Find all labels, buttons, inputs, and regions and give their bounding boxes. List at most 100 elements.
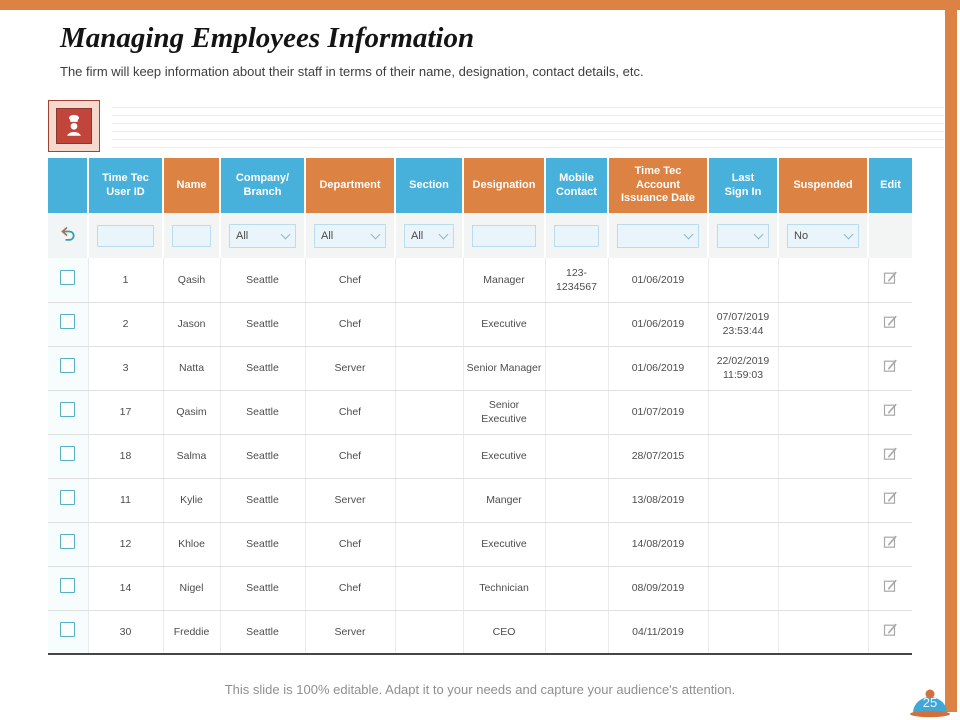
cell-department: Chef bbox=[304, 522, 395, 567]
edit-button[interactable] bbox=[883, 402, 898, 417]
cell-company: Seattle bbox=[219, 346, 305, 391]
cell-select bbox=[48, 610, 88, 655]
right-accent-bar bbox=[945, 0, 957, 712]
edit-button[interactable] bbox=[883, 270, 898, 285]
reset-filters-button[interactable] bbox=[57, 224, 78, 244]
cell-suspended bbox=[777, 434, 868, 479]
cell-select bbox=[48, 434, 88, 479]
cell-select bbox=[48, 478, 88, 523]
filter-select-section[interactable]: All bbox=[404, 223, 454, 248]
row-checkbox[interactable] bbox=[60, 490, 76, 506]
edit-button[interactable] bbox=[883, 578, 898, 593]
filter-cell-reset bbox=[48, 213, 88, 258]
filter-cell-department: All bbox=[304, 213, 395, 258]
row-checkbox[interactable] bbox=[60, 270, 76, 286]
column-header-company: Company/ Branch bbox=[219, 158, 305, 213]
table-row: 17 Qasim Seattle Chef Senior Executive 01/07/… bbox=[48, 390, 912, 435]
cell-suspended bbox=[777, 390, 868, 435]
row-checkbox[interactable] bbox=[60, 358, 76, 374]
row-checkbox[interactable] bbox=[60, 446, 76, 462]
top-accent-bar bbox=[0, 0, 960, 10]
row-checkbox[interactable] bbox=[60, 622, 76, 638]
cell-designation: Senior Executive bbox=[462, 390, 545, 435]
table-row: 30 Freddie Seattle Server CEO 04/11/2019 bbox=[48, 610, 912, 655]
cell-designation: Manager bbox=[462, 258, 545, 303]
filter-select-value: All bbox=[411, 229, 424, 242]
cell-department: Chef bbox=[304, 302, 395, 347]
cell-issuance_date: 01/06/2019 bbox=[607, 302, 708, 347]
filter-input-user_id[interactable] bbox=[97, 224, 154, 247]
cell-last_sign_in bbox=[707, 478, 778, 523]
cell-issuance_date: 28/07/2015 bbox=[607, 434, 708, 479]
table-filter-row: All All All No bbox=[48, 213, 912, 258]
edit-pencil-icon bbox=[883, 360, 897, 373]
cell-designation: Manger bbox=[462, 478, 545, 523]
cell-section bbox=[394, 566, 463, 611]
cell-name: Qasim bbox=[162, 390, 220, 435]
edit-pencil-icon bbox=[883, 448, 897, 461]
filter-select-last_sign_in[interactable] bbox=[717, 223, 769, 248]
cell-last_sign_in bbox=[707, 258, 778, 303]
cell-last_sign_in bbox=[707, 434, 778, 479]
cell-mobile bbox=[544, 346, 608, 391]
cell-select bbox=[48, 566, 88, 611]
cell-select bbox=[48, 522, 88, 567]
page-number-badge: 25 bbox=[908, 676, 952, 718]
filter-select-suspended[interactable]: No bbox=[787, 223, 859, 248]
row-checkbox[interactable] bbox=[60, 534, 76, 550]
edit-button[interactable] bbox=[883, 622, 898, 637]
filter-select-issuance_date[interactable] bbox=[617, 223, 699, 248]
cell-company: Seattle bbox=[219, 610, 305, 655]
column-header-edit: Edit bbox=[867, 158, 912, 213]
cell-edit bbox=[867, 346, 912, 391]
cell-last_sign_in: 22/02/2019 11:59:03 bbox=[707, 346, 778, 391]
cell-section bbox=[394, 434, 463, 479]
cell-name: Qasih bbox=[162, 258, 220, 303]
filter-input-designation[interactable] bbox=[472, 224, 536, 247]
column-header-designation: Designation bbox=[462, 158, 545, 213]
cell-suspended bbox=[777, 478, 868, 523]
cell-select bbox=[48, 302, 88, 347]
table-row: 14 Nigel Seattle Chef Technician 08/09/2019 bbox=[48, 566, 912, 611]
cell-name: Jason bbox=[162, 302, 220, 347]
cell-edit bbox=[867, 566, 912, 611]
cell-suspended bbox=[777, 522, 868, 567]
row-checkbox[interactable] bbox=[60, 578, 76, 594]
edit-button[interactable] bbox=[883, 358, 898, 373]
cell-suspended bbox=[777, 302, 868, 347]
column-header-mobile: Mobile Contact bbox=[544, 158, 608, 213]
cell-designation: Technician bbox=[462, 566, 545, 611]
filter-cell-user_id bbox=[87, 213, 163, 258]
filter-select-department[interactable]: All bbox=[314, 223, 386, 248]
column-header-section: Section bbox=[394, 158, 463, 213]
cell-mobile bbox=[544, 434, 608, 479]
column-header-select bbox=[48, 158, 88, 213]
filter-cell-last_sign_in bbox=[707, 213, 778, 258]
chevron-down-icon bbox=[753, 229, 764, 239]
row-checkbox[interactable] bbox=[60, 402, 76, 418]
cell-user_id: 2 bbox=[87, 302, 163, 347]
cell-mobile bbox=[544, 390, 608, 435]
edit-button[interactable] bbox=[883, 314, 898, 329]
filter-select-company[interactable]: All bbox=[229, 223, 296, 248]
edit-button[interactable] bbox=[883, 534, 898, 549]
page-subtitle: The firm will keep information about the… bbox=[60, 64, 644, 79]
cell-section bbox=[394, 522, 463, 567]
edit-button[interactable] bbox=[883, 446, 898, 461]
chevron-down-icon bbox=[438, 229, 449, 239]
cell-designation: CEO bbox=[462, 610, 545, 655]
cell-designation: Executive bbox=[462, 434, 545, 479]
filter-input-name[interactable] bbox=[172, 224, 211, 247]
filter-cell-suspended: No bbox=[777, 213, 868, 258]
cell-department: Chef bbox=[304, 258, 395, 303]
filter-input-mobile[interactable] bbox=[554, 224, 599, 247]
table-row: 3 Natta Seattle Server Senior Manager 01/06/2… bbox=[48, 346, 912, 391]
cell-user_id: 17 bbox=[87, 390, 163, 435]
cell-company: Seattle bbox=[219, 302, 305, 347]
row-checkbox[interactable] bbox=[60, 314, 76, 330]
cell-mobile bbox=[544, 302, 608, 347]
column-header-department: Department bbox=[304, 158, 395, 213]
cell-last_sign_in: 07/07/2019 23:53:44 bbox=[707, 302, 778, 347]
cell-section bbox=[394, 302, 463, 347]
edit-button[interactable] bbox=[883, 490, 898, 505]
